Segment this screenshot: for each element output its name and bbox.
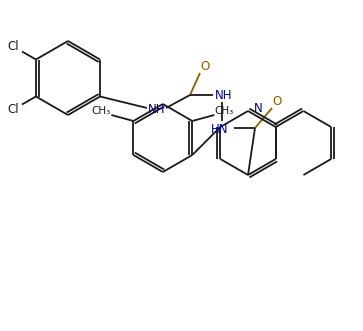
- Text: O: O: [200, 60, 209, 72]
- Text: CH₃: CH₃: [215, 106, 234, 116]
- Text: CH₃: CH₃: [92, 106, 111, 116]
- Text: NH: NH: [148, 103, 166, 116]
- Text: HN: HN: [211, 122, 229, 135]
- Text: Cl: Cl: [7, 103, 19, 116]
- Text: O: O: [272, 94, 282, 108]
- Text: N: N: [254, 102, 263, 115]
- Text: NH: NH: [215, 88, 233, 102]
- Text: Cl: Cl: [7, 40, 19, 53]
